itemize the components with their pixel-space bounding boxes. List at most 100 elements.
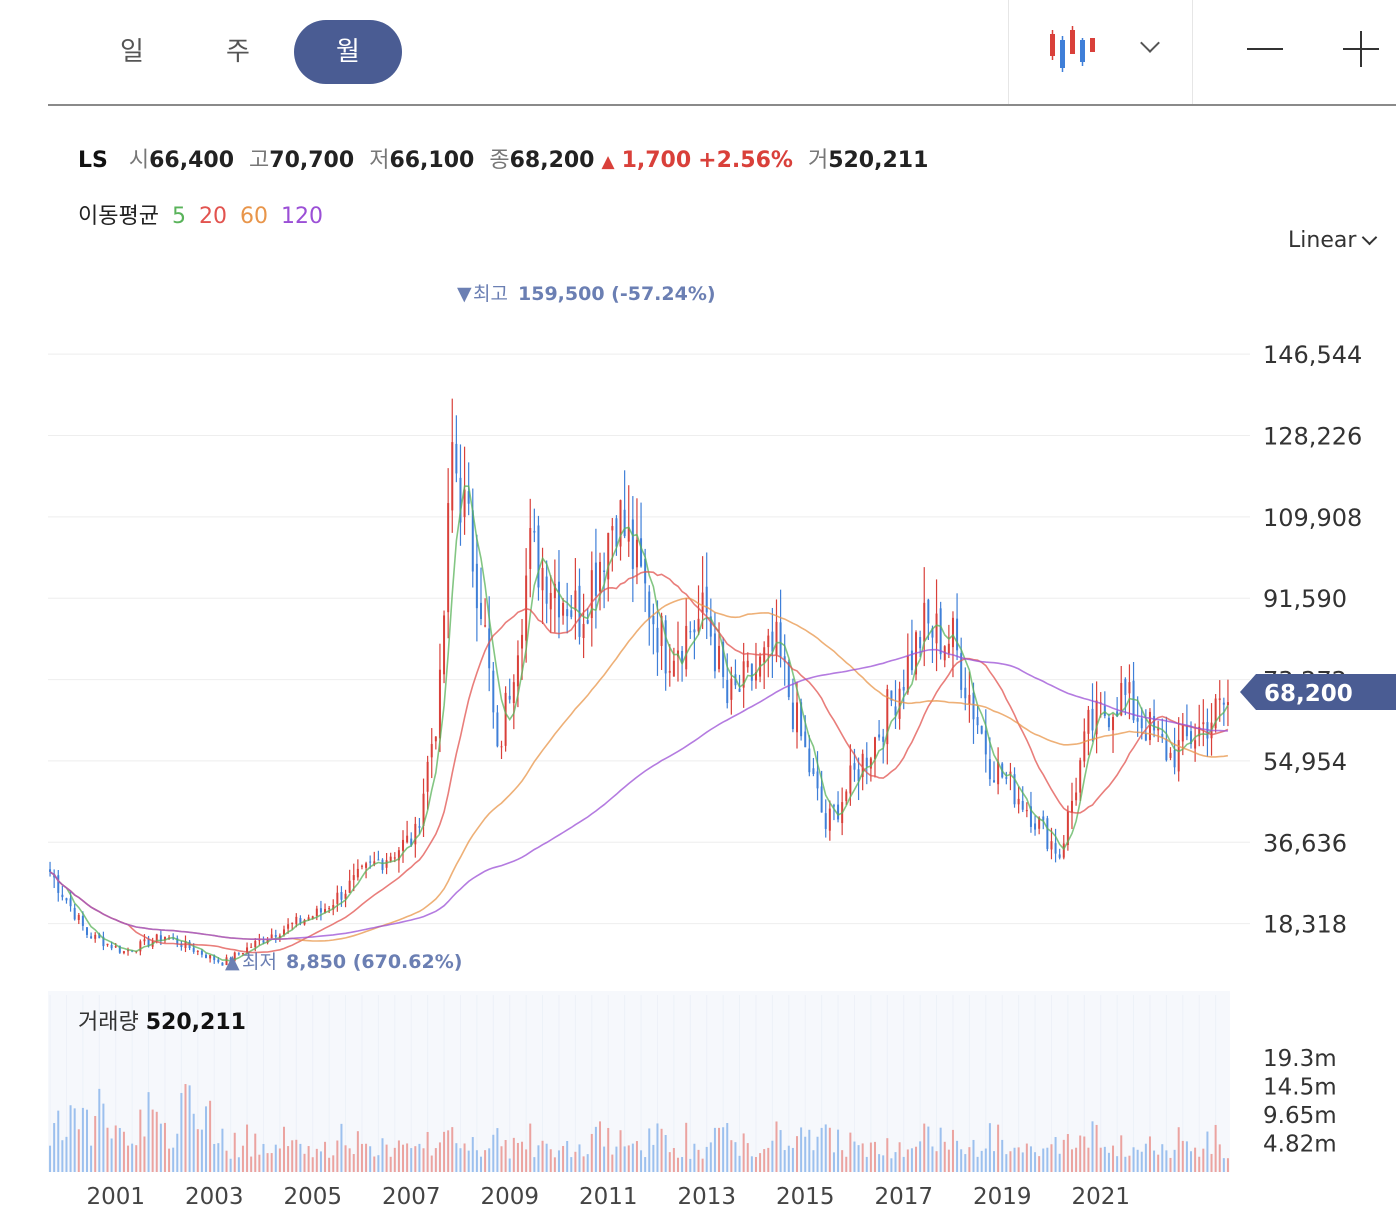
tab-week[interactable]: 주: [226, 37, 250, 67]
volume-bar: [315, 1148, 318, 1172]
volume-bar: [1001, 1139, 1004, 1172]
volume-bar: [1153, 1150, 1156, 1172]
volume-bar: [718, 1127, 721, 1172]
volume-bar: [619, 1130, 622, 1172]
volume-bar: [291, 1140, 294, 1172]
ma-120[interactable]: 120: [280, 204, 323, 229]
volume-bar: [808, 1129, 811, 1172]
volume-bar: [373, 1156, 376, 1172]
volume-bar: [344, 1145, 347, 1172]
volume-bar: [824, 1124, 827, 1172]
candle: [586, 608, 589, 625]
candle: [599, 552, 602, 611]
volume-bar: [418, 1143, 421, 1172]
price-axis: 146,544128,226109,90891,59073,27254,9543…: [1263, 341, 1362, 938]
candle: [414, 816, 417, 858]
price-tick: 109,908: [1263, 504, 1362, 532]
candle: [594, 528, 597, 629]
volume-bar: [837, 1129, 840, 1172]
candle: [1226, 679, 1229, 727]
volume-bar: [923, 1123, 926, 1172]
volume-bar: [734, 1142, 737, 1172]
volume-bar: [832, 1152, 835, 1172]
volume-bar: [1210, 1153, 1213, 1172]
volume-bar: [627, 1145, 630, 1172]
candle: [611, 517, 614, 572]
volume-bar: [1046, 1147, 1049, 1172]
candle: [237, 952, 240, 956]
volume-bar: [1009, 1151, 1012, 1172]
candle: [200, 949, 203, 958]
volume-bar: [159, 1123, 162, 1172]
volume-bar: [410, 1148, 413, 1172]
volume-bar: [65, 1136, 68, 1172]
candle: [221, 962, 224, 966]
volume-bar: [114, 1125, 117, 1172]
volume-bar: [241, 1145, 244, 1172]
candle: [1148, 708, 1151, 746]
volume-bar: [615, 1146, 618, 1172]
candle: [861, 749, 864, 791]
interval-tabs: 일 주 월: [48, 0, 1396, 106]
volume-bar: [77, 1129, 80, 1172]
time-tick: 2011: [579, 1184, 638, 1210]
candle: [332, 899, 335, 916]
volume-bar: [1202, 1148, 1205, 1172]
time-tick: 2021: [1071, 1184, 1130, 1210]
volume-tick: 19.3m: [1263, 1046, 1337, 1072]
volume-bar: [336, 1140, 339, 1172]
volume-bar: [943, 1141, 946, 1172]
candle: [837, 791, 840, 823]
volume-bar: [976, 1156, 979, 1172]
candle: [1005, 771, 1008, 785]
tab-day[interactable]: 일: [120, 37, 144, 67]
candle: [1128, 664, 1131, 720]
high-value: 159,500 (-57.24%): [518, 283, 716, 305]
candle: [984, 709, 987, 773]
candle: [1095, 681, 1098, 754]
candlestick-icon[interactable]: [1048, 26, 1100, 72]
candle: [274, 929, 277, 943]
volume-bar: [878, 1154, 881, 1172]
candle: [964, 667, 967, 711]
volume-bar: [1144, 1143, 1147, 1172]
time-axis: 2001 2003 2005 2007 2009 2011 2013 2015 2017 2019…: [86, 1184, 1130, 1210]
volume-bar: [1107, 1152, 1110, 1172]
candle: [73, 903, 76, 921]
ma-20[interactable]: 20: [198, 204, 227, 229]
time-tick: 2007: [382, 1184, 441, 1210]
volume-bar: [988, 1123, 991, 1172]
tab-month[interactable]: 월: [294, 20, 402, 84]
time-tick: 2003: [185, 1184, 244, 1210]
candle: [360, 864, 363, 870]
scale-mode-dropdown[interactable]: Linear: [1288, 228, 1378, 253]
volume-bar: [1087, 1147, 1090, 1172]
plus-icon[interactable]: [1360, 31, 1362, 67]
volume-bar: [1013, 1147, 1016, 1172]
ma-5[interactable]: 5: [171, 204, 186, 229]
volume-bar: [385, 1144, 388, 1172]
candle: [1042, 810, 1045, 830]
volume-bar: [131, 1143, 134, 1172]
minus-icon[interactable]: [1247, 48, 1283, 50]
candle: [956, 593, 959, 661]
candle: [500, 740, 503, 760]
candle: [1075, 777, 1078, 806]
volume-bar: [1034, 1152, 1037, 1172]
high-value: 70,700: [269, 148, 355, 173]
candle: [122, 950, 125, 955]
volume-bar: [902, 1156, 905, 1172]
volume-bar: [61, 1140, 64, 1172]
volume-bar: [812, 1150, 815, 1172]
volume-bar: [1038, 1156, 1041, 1172]
volume-bar: [841, 1150, 844, 1172]
volume-bar: [742, 1133, 745, 1172]
ma-60[interactable]: 60: [239, 204, 268, 229]
volume-bar: [500, 1146, 503, 1172]
volume-bar: [299, 1143, 302, 1172]
candle: [1116, 697, 1119, 718]
volume-bar: [1050, 1144, 1053, 1172]
volume-bar: [348, 1148, 351, 1172]
volume-bar: [869, 1142, 872, 1172]
